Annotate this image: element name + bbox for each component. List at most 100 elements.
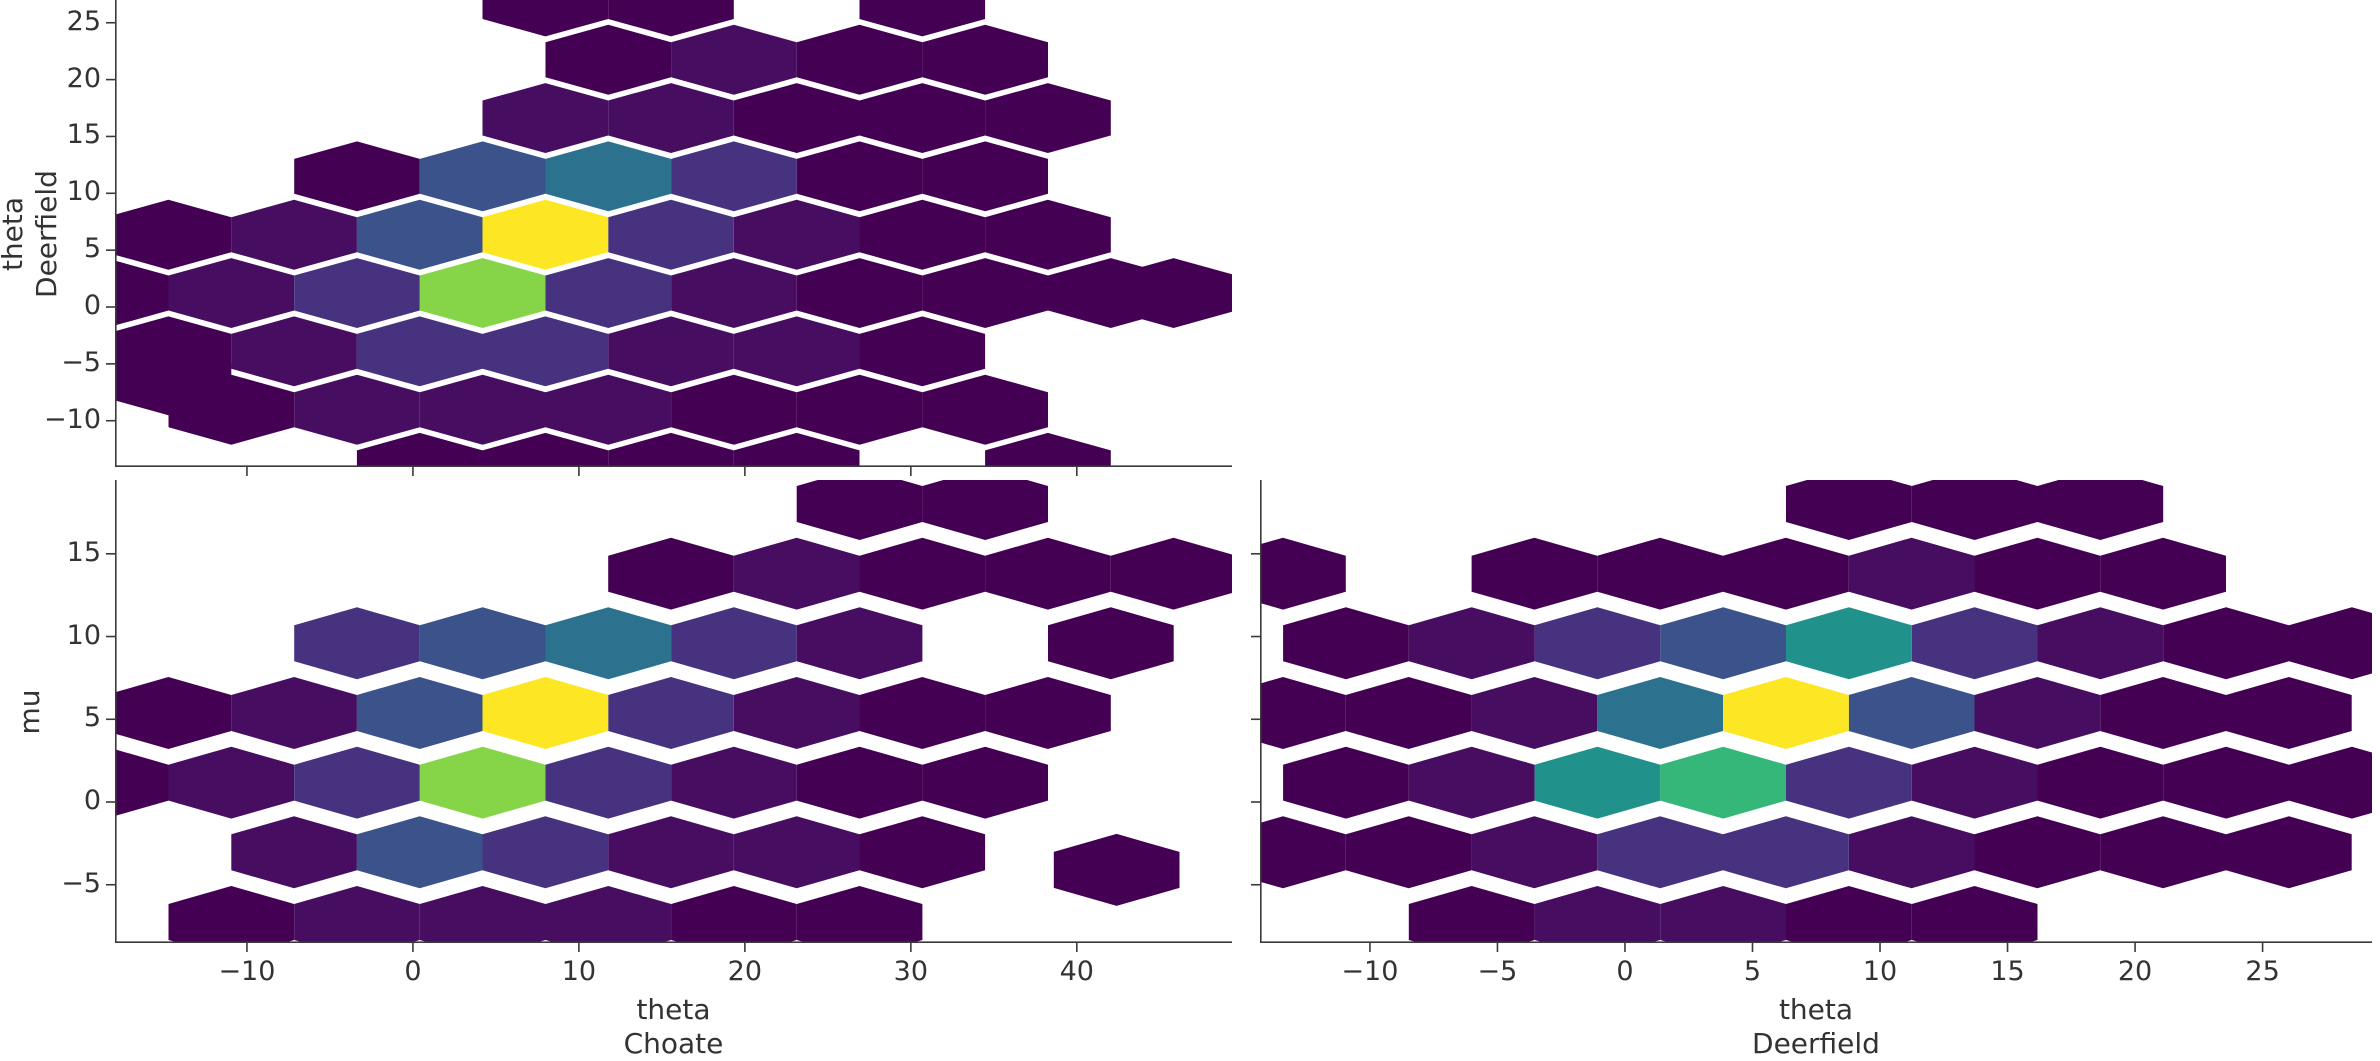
hex-cell bbox=[608, 316, 734, 387]
y-tick-label: −5 bbox=[61, 346, 101, 378]
hex-cell bbox=[671, 258, 797, 328]
hex-cell bbox=[115, 260, 169, 326]
x-tick-label: −10 bbox=[218, 956, 276, 987]
hex-cell bbox=[115, 199, 232, 270]
hex-cell bbox=[1974, 816, 2101, 889]
hex-cell bbox=[796, 607, 923, 680]
hex-cell bbox=[545, 24, 672, 95]
hex-cell bbox=[922, 480, 1048, 540]
y-tick-label: 25 bbox=[66, 5, 101, 37]
x-axis-label: theta Choate bbox=[623, 993, 724, 1060]
hex-cell bbox=[1471, 677, 1598, 749]
hex-cell bbox=[356, 816, 483, 889]
hex-cell bbox=[2037, 480, 2164, 540]
hex-cell bbox=[2100, 816, 2226, 889]
hex-cell bbox=[1534, 746, 1661, 819]
y-tick-label: 10 bbox=[66, 176, 101, 208]
hex-cell bbox=[482, 0, 609, 37]
x-tick-label: 25 bbox=[2245, 956, 2280, 987]
hex-cell bbox=[2163, 607, 2289, 680]
hex-cell bbox=[985, 677, 1111, 749]
x-tick-label: 15 bbox=[1990, 956, 2025, 987]
hex-cell bbox=[1786, 886, 1912, 943]
hex-cell bbox=[1597, 677, 1723, 749]
hexbin-plot-theta-choate-vs-mu bbox=[106, 480, 1232, 952]
hex-cell bbox=[1848, 677, 1975, 749]
hex-cell bbox=[733, 83, 860, 153]
hex-cell bbox=[356, 677, 483, 749]
hex-cell bbox=[2226, 816, 2352, 889]
hex-cell bbox=[671, 746, 797, 819]
y-tick-label: −10 bbox=[44, 403, 101, 435]
hex-cell bbox=[2289, 746, 2372, 819]
hex-cell bbox=[1911, 746, 2038, 819]
hex-cell bbox=[608, 816, 734, 889]
hex-cell bbox=[1408, 746, 1535, 819]
hex-cell bbox=[1048, 607, 1174, 680]
hex-cell bbox=[1597, 537, 1723, 610]
x-tick-label: 5 bbox=[1743, 956, 1762, 987]
hex-cell bbox=[419, 746, 546, 819]
hex-cell bbox=[294, 141, 420, 212]
y-tick-label: 20 bbox=[66, 62, 101, 94]
hex-cell bbox=[1786, 746, 1912, 819]
hex-cell bbox=[859, 316, 986, 387]
axes-spines bbox=[1260, 480, 2372, 944]
x-tick-label: 40 bbox=[1059, 956, 1094, 987]
hex-cell bbox=[482, 316, 609, 387]
hex-cell bbox=[608, 0, 734, 37]
hex-cell bbox=[2100, 677, 2226, 749]
hex-cell bbox=[608, 432, 734, 467]
hex-cell bbox=[419, 374, 546, 445]
hex-cell bbox=[356, 316, 483, 387]
hex-cell bbox=[796, 141, 923, 212]
hex-cell bbox=[2037, 607, 2164, 680]
x-tick-label: 20 bbox=[727, 956, 763, 987]
hex-cell bbox=[294, 607, 420, 680]
hex-cell bbox=[1345, 677, 1472, 749]
tick-marks bbox=[1251, 553, 2264, 952]
hex-cell bbox=[168, 886, 295, 943]
hex-cell bbox=[294, 258, 420, 328]
hex-cell bbox=[796, 886, 923, 943]
y-tick-label: 15 bbox=[66, 536, 101, 568]
axes-spines bbox=[115, 0, 1232, 468]
hex-cell bbox=[922, 141, 1048, 212]
hex-cell bbox=[115, 677, 232, 749]
hex-cell bbox=[733, 816, 860, 889]
hex-cell bbox=[733, 537, 860, 610]
y-axis-label: mu bbox=[13, 688, 46, 735]
x-axis-label: theta Deerfield bbox=[1752, 993, 1880, 1060]
hex-cell bbox=[419, 258, 546, 328]
hex-cell bbox=[356, 432, 483, 467]
hex-cell bbox=[419, 886, 546, 943]
hex-cell bbox=[545, 886, 672, 943]
hex-cell bbox=[922, 258, 1048, 328]
hex-cell bbox=[1471, 537, 1598, 610]
x-tick-label: −5 bbox=[1477, 956, 1518, 987]
hex-cell bbox=[1345, 816, 1472, 889]
hex-cell bbox=[2163, 746, 2289, 819]
hex-cell bbox=[1723, 677, 1849, 749]
hex-cell bbox=[1660, 886, 1786, 943]
hexbin-layer bbox=[1260, 480, 2372, 943]
hex-cell bbox=[1723, 537, 1849, 610]
hex-cell bbox=[356, 199, 483, 270]
hex-cell bbox=[608, 83, 734, 153]
x-tick-label: 10 bbox=[1862, 956, 1898, 987]
hex-cell bbox=[671, 886, 797, 943]
hex-cell bbox=[2037, 746, 2164, 819]
hexbin-layer bbox=[115, 0, 1232, 467]
hex-cell bbox=[482, 816, 609, 889]
hex-cell bbox=[608, 677, 734, 749]
y-tick-label: −5 bbox=[61, 867, 101, 899]
hex-cell bbox=[1408, 886, 1535, 943]
y-tick-label: 10 bbox=[66, 619, 101, 651]
hex-cell bbox=[231, 199, 357, 270]
hex-cell bbox=[294, 374, 420, 445]
hex-cell bbox=[115, 749, 169, 816]
hex-cell bbox=[1723, 816, 1849, 889]
hex-cell bbox=[1660, 607, 1786, 680]
hex-cell bbox=[671, 607, 797, 680]
